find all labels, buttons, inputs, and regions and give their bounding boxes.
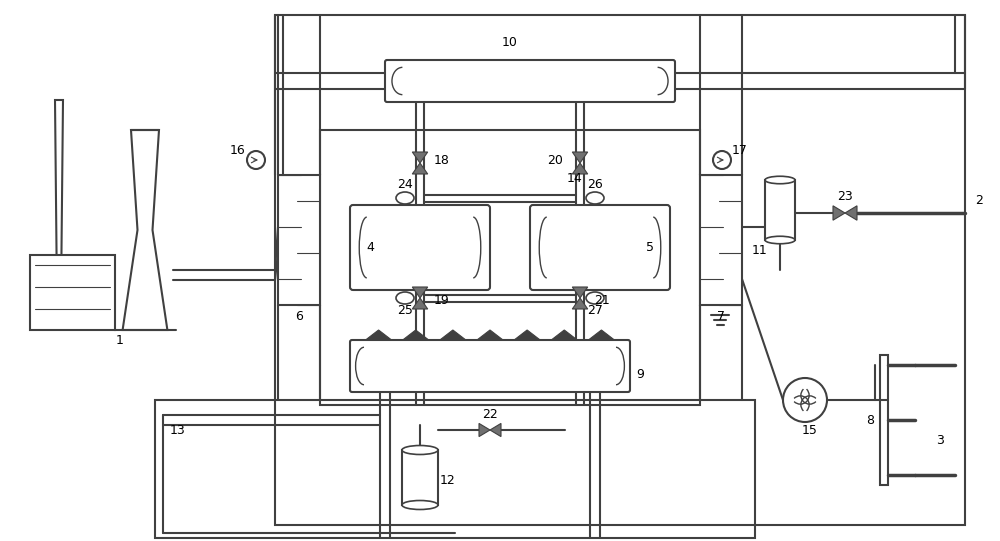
Polygon shape <box>366 330 392 340</box>
Text: 17: 17 <box>732 143 748 156</box>
Text: 6: 6 <box>295 311 303 324</box>
Polygon shape <box>412 287 428 298</box>
Text: 26: 26 <box>587 179 603 192</box>
Text: 25: 25 <box>397 305 413 318</box>
Text: 10: 10 <box>502 36 518 49</box>
Text: 16: 16 <box>230 143 246 156</box>
Ellipse shape <box>402 445 438 454</box>
Ellipse shape <box>402 500 438 510</box>
Polygon shape <box>572 298 588 309</box>
Polygon shape <box>514 330 540 340</box>
Bar <box>155 400 755 538</box>
Text: 11: 11 <box>752 243 768 256</box>
Polygon shape <box>123 130 167 330</box>
Ellipse shape <box>396 292 414 304</box>
Ellipse shape <box>396 192 414 204</box>
Bar <box>30 255 115 330</box>
Bar <box>275 15 965 525</box>
Polygon shape <box>572 287 588 298</box>
Polygon shape <box>403 330 429 340</box>
FancyBboxPatch shape <box>530 205 670 290</box>
Bar <box>320 130 700 405</box>
Ellipse shape <box>586 292 604 304</box>
Polygon shape <box>440 330 466 340</box>
Polygon shape <box>845 206 857 220</box>
Bar <box>880 355 888 485</box>
Text: 7: 7 <box>717 311 725 324</box>
Text: 27: 27 <box>587 305 603 318</box>
Text: 23: 23 <box>837 190 853 203</box>
FancyBboxPatch shape <box>350 205 490 290</box>
Polygon shape <box>477 330 503 340</box>
Polygon shape <box>490 424 501 437</box>
Polygon shape <box>572 152 588 163</box>
Text: 13: 13 <box>170 424 186 437</box>
Circle shape <box>783 378 827 422</box>
Text: 12: 12 <box>440 473 456 486</box>
Bar <box>278 175 320 305</box>
Circle shape <box>713 151 731 169</box>
Ellipse shape <box>765 236 795 244</box>
Text: 2: 2 <box>975 194 983 207</box>
Text: 20: 20 <box>547 154 563 167</box>
Bar <box>402 450 438 505</box>
Bar <box>700 175 742 305</box>
Text: 19: 19 <box>434 294 450 307</box>
Circle shape <box>247 151 265 169</box>
Polygon shape <box>588 330 614 340</box>
Ellipse shape <box>765 176 795 184</box>
Polygon shape <box>479 424 490 437</box>
Polygon shape <box>833 206 845 220</box>
Ellipse shape <box>586 192 604 204</box>
FancyBboxPatch shape <box>385 60 675 102</box>
Text: 4: 4 <box>366 241 374 254</box>
Text: 24: 24 <box>397 179 413 192</box>
Polygon shape <box>412 163 428 174</box>
Text: 8: 8 <box>866 413 874 426</box>
Text: 5: 5 <box>646 241 654 254</box>
Text: 3: 3 <box>936 433 944 446</box>
Bar <box>765 180 795 240</box>
Text: 14: 14 <box>567 171 583 184</box>
Polygon shape <box>55 100 63 300</box>
Text: 21: 21 <box>594 294 610 307</box>
Text: 15: 15 <box>802 424 818 437</box>
Text: 22: 22 <box>482 407 498 420</box>
Polygon shape <box>551 330 577 340</box>
Polygon shape <box>412 298 428 309</box>
Text: 1: 1 <box>116 333 124 346</box>
Text: 9: 9 <box>636 367 644 380</box>
Text: 18: 18 <box>434 154 450 167</box>
Polygon shape <box>412 152 428 163</box>
FancyBboxPatch shape <box>350 340 630 392</box>
Polygon shape <box>572 163 588 174</box>
